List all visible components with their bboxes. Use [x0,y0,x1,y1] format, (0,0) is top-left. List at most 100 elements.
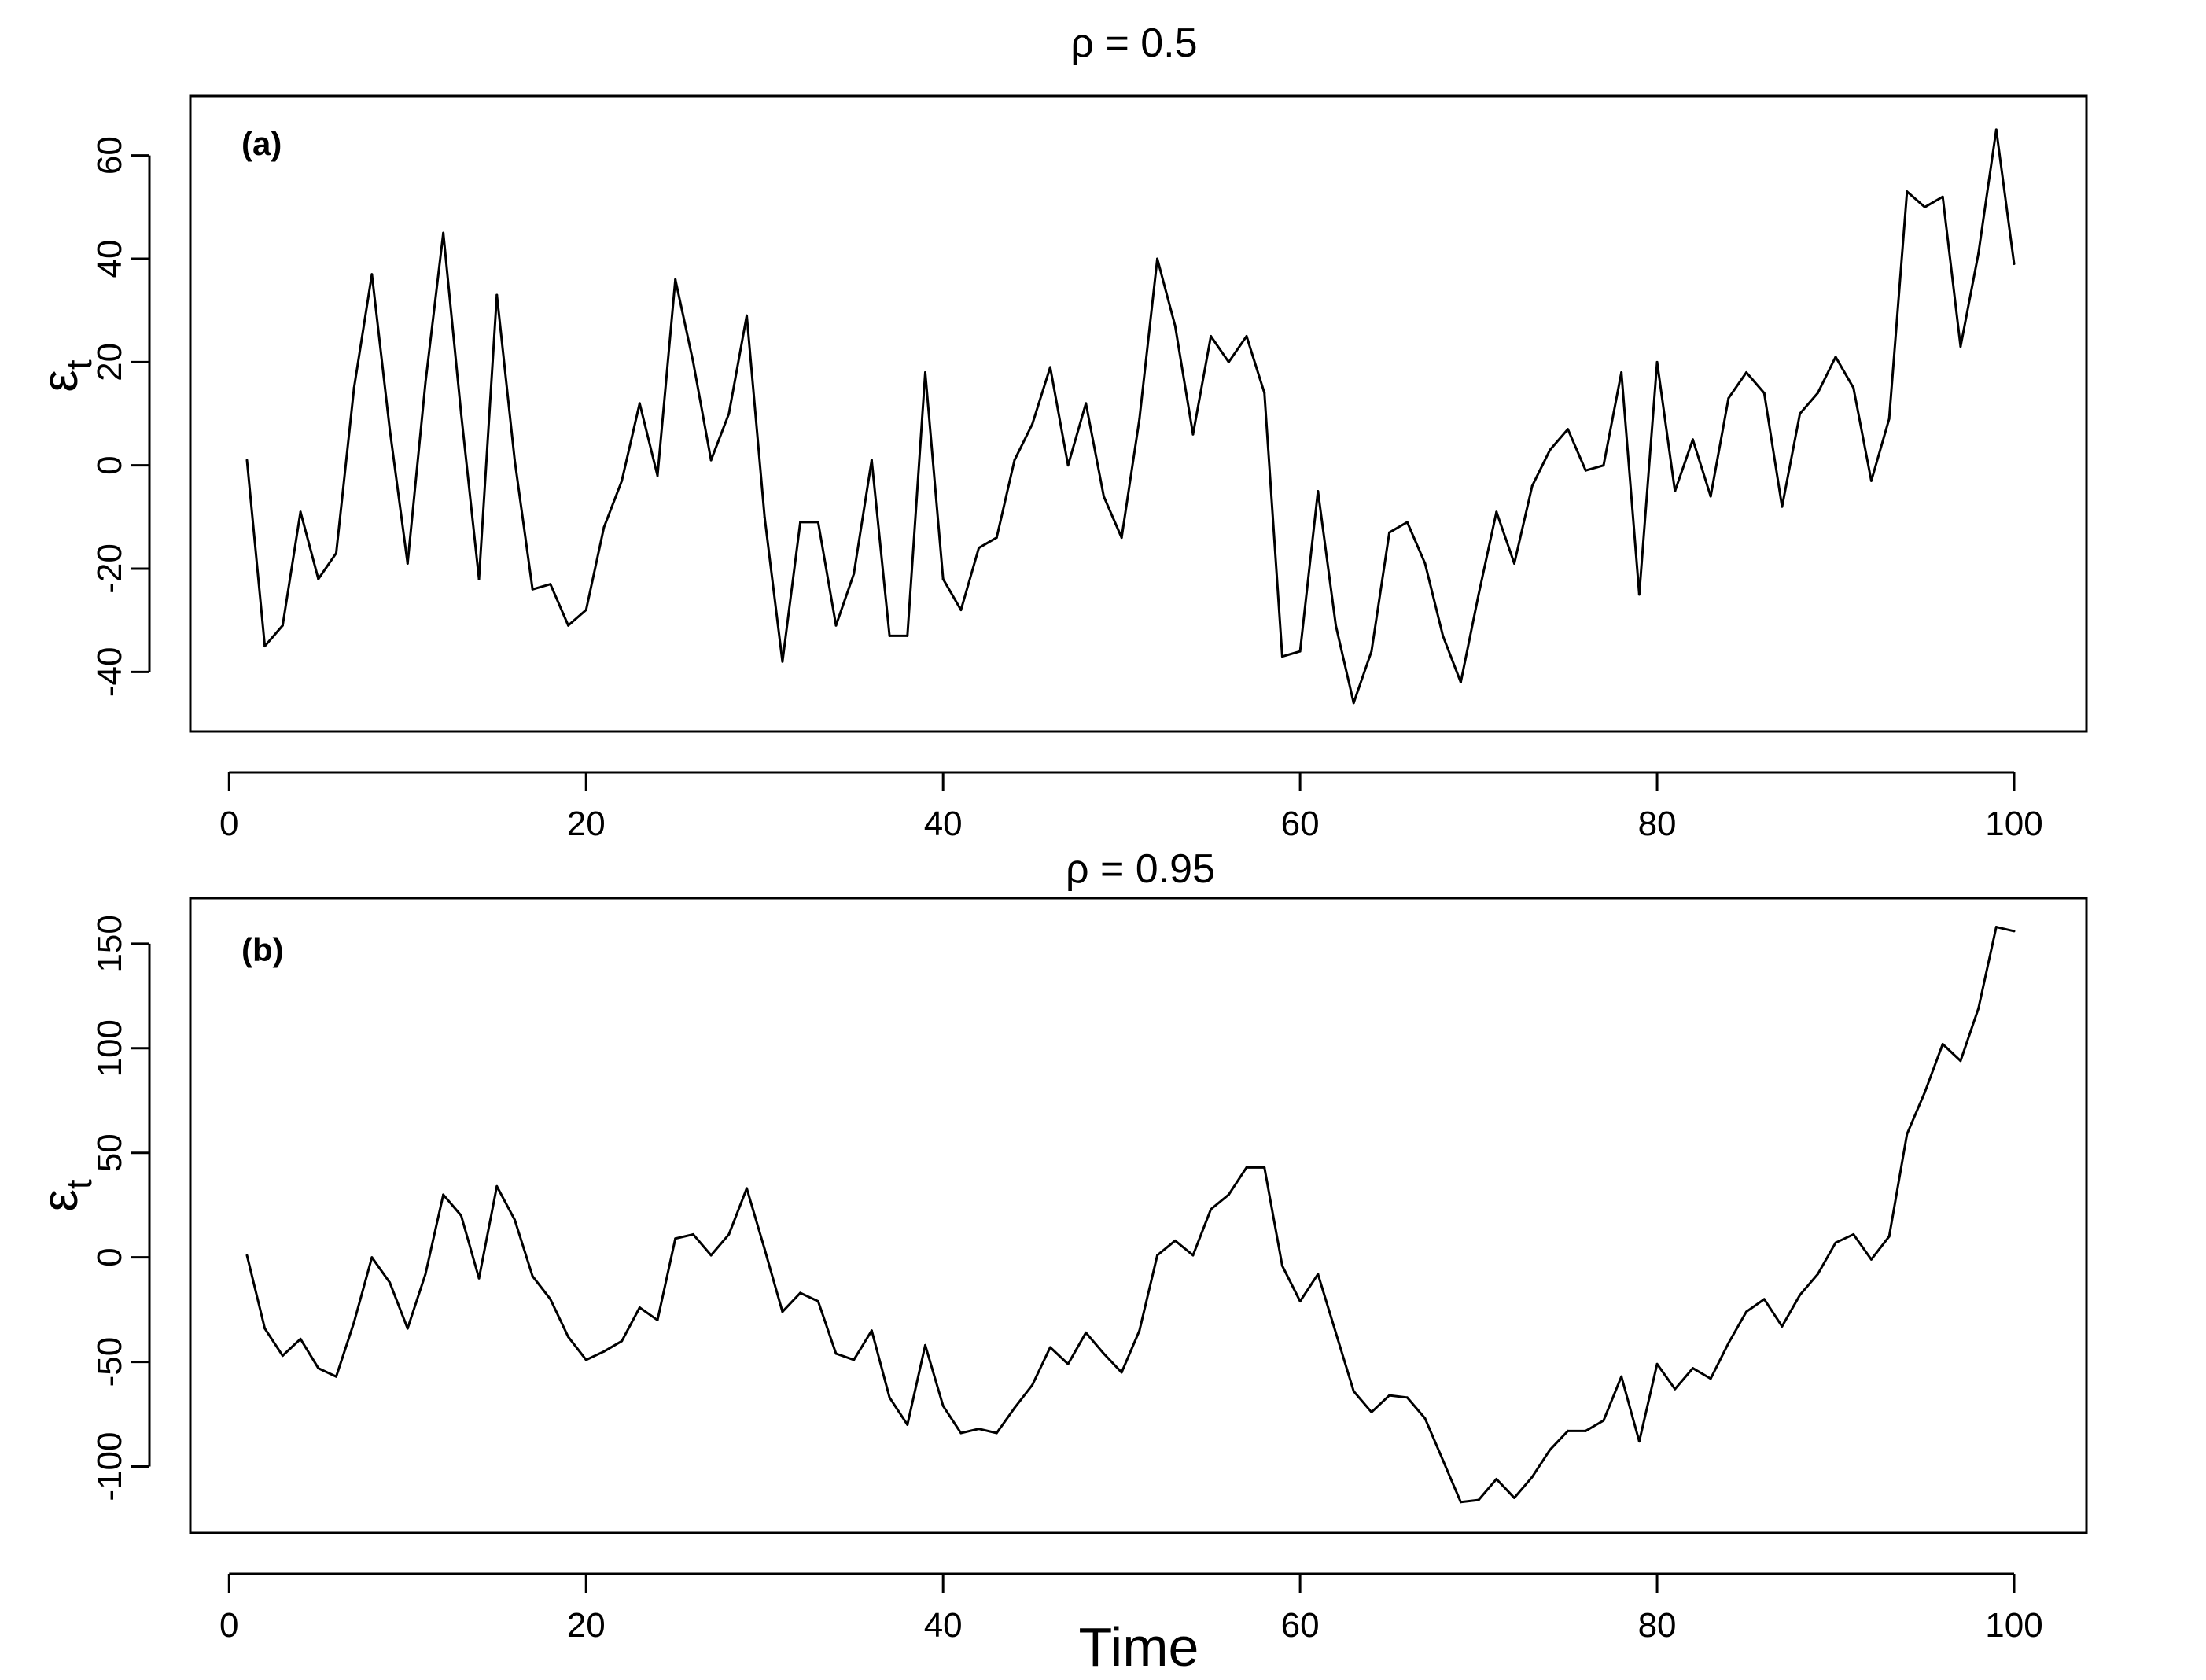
panel-a-series-segment [941,577,963,612]
panel-b-series-segment [1352,1390,1373,1413]
panel-b-series-segment [1210,1193,1230,1211]
panel-a-series-segment [495,293,516,462]
panel-a-series-segment [1549,428,1570,451]
panel-b-series-segment [602,1339,624,1353]
panel-b-series-segment [389,1281,409,1330]
panel-a-x-tick-label: 20 [567,805,606,843]
panel-b-series-segment [263,1327,284,1358]
panel-a-series-segment [317,551,337,580]
panel-b-x-tick-label: 80 [1638,1606,1677,1645]
panel-b-series-segment [1138,1254,1159,1332]
panel-a-series-segment [299,510,320,580]
panel-a-series-segment [1156,257,1177,327]
panel-b-ylabel-sub: t [58,1179,99,1189]
panel-a-series-segment [1727,370,1748,400]
panel-a-series-segment [1887,190,1909,421]
panel-b-series-segment [513,1218,534,1278]
panel-b-series-segment [1549,1429,1570,1451]
panel-a-series-segment [424,231,445,385]
panel-b-series-segment [763,1247,784,1313]
panel-b-series-segment [1941,1042,1962,1063]
panel-b-series-segment [638,1306,659,1321]
panel-a-series-segment [1906,190,1927,208]
panel-b-series-segment [1370,1394,1391,1413]
panel-a-series-segment [1048,366,1070,467]
panel-b-series-segment [1280,1264,1302,1303]
panel-b-series-segment [1013,1383,1034,1409]
panel-a-series-segment [1280,650,1302,658]
panel-b-y-tick-label: -100 [90,1432,129,1501]
panel-b-series-segment [1156,1239,1177,1257]
panel-a-plot-frame [189,94,2088,733]
panel-b-series-segment [1691,1367,1712,1380]
panel-b-series-segment [299,1337,320,1370]
panel-a-series-segment [1567,428,1587,472]
panel-a-series [245,128,2016,705]
panel-b-series-segment [1799,1273,1819,1297]
panel-b-series-segment [1781,1294,1802,1328]
panel-b-series-segment [1405,1396,1427,1420]
panel-b-series-segment [1655,1362,1677,1391]
panel-a-series-segment [1013,422,1034,462]
panel-a-series-segment [1405,521,1427,565]
panel-b-series-segment [1584,1419,1605,1432]
panel-a-series-segment [1852,386,1873,482]
panel-a-ylabel-main: ε [31,370,88,392]
panel-a-series-segment [1191,335,1213,436]
panel-b-series-segment [621,1306,641,1343]
panel-b-series-segment [567,1336,587,1361]
panel-b-ylabel-main: ε [31,1189,88,1212]
panel-a-series-segment [1388,521,1409,534]
panel-b-series-segment [853,1329,873,1361]
panel-b-y-axis: -100 -50 0 50 100 150 [90,915,151,1501]
panel-a-series-segment [1709,396,1730,498]
panel-b-series-segment [1530,1448,1552,1479]
panel-b-x-tick-label: 100 [1985,1606,2042,1645]
panel-b-plot-frame [189,897,2088,1534]
panel-a-series-segment [1941,195,1962,348]
panel-b-series-segment [1066,1331,1088,1365]
panel-a-series-segment [656,278,677,477]
panel-b-series-segment [799,1291,819,1303]
panel-a-series-segment [763,515,784,663]
panel-a-series-segment [602,479,624,529]
panel-b-series-segment [406,1273,427,1330]
panel-a-series-segment [1762,392,1784,508]
panel-b-series-segment [870,1329,891,1399]
panel-b-series-segment [1085,1331,1105,1355]
panel-b-series-segment [1031,1346,1051,1387]
panel-a-series-segment [1691,438,1712,498]
panel-a-series-segment [406,381,427,565]
panel-a-series-segment [1120,418,1141,540]
panel-b-series-segment [1442,1459,1462,1504]
panel-b-series-segment [1834,1232,1855,1244]
panel-a-series-segment [1352,650,1373,705]
panel-a-y-tick-label: 40 [90,240,129,278]
panel-b-series-segment [1637,1362,1659,1443]
panel-b-series-segment [709,1232,731,1257]
panel-b-series [245,926,2016,1504]
panel-b-series-segment [727,1187,749,1236]
panel-b-series-segment [1762,1298,1784,1328]
panel-b-series-segment [495,1184,516,1221]
panel-a-series-segment [549,583,570,627]
panel-b-series-segment [1924,1042,1944,1094]
panel-a-x-tick-label: 40 [924,805,963,843]
panel-b-series-segment [1423,1417,1445,1462]
panel-b-x-tick-label: 20 [567,1606,606,1645]
panel-a-series-segment [638,402,659,477]
panel-a-series-segment [1977,128,1998,255]
panel-b-series-segment [941,1404,963,1435]
panel-a-series-segment [781,521,802,663]
panel-a-series-segment [1834,356,1855,389]
panel-a-series-segment [1085,402,1105,498]
panel-b-series-segment [978,1428,998,1435]
panel-a-series-segment [1442,634,1462,683]
panel-b-series-segment [281,1337,302,1358]
panel-a-x-tick-label: 0 [219,805,238,843]
panel-a-series-segment [674,278,694,363]
panel-a-x-axis: 0 20 40 60 80 100 [219,771,2043,843]
panel-a: ρ = 0.5 (a) εt 0 20 40 60 80 100 -40 -20 0 20 40 6… [31,20,2088,843]
panel-a-series-segment [1924,195,1944,208]
panel-a-series-segment [691,360,713,462]
